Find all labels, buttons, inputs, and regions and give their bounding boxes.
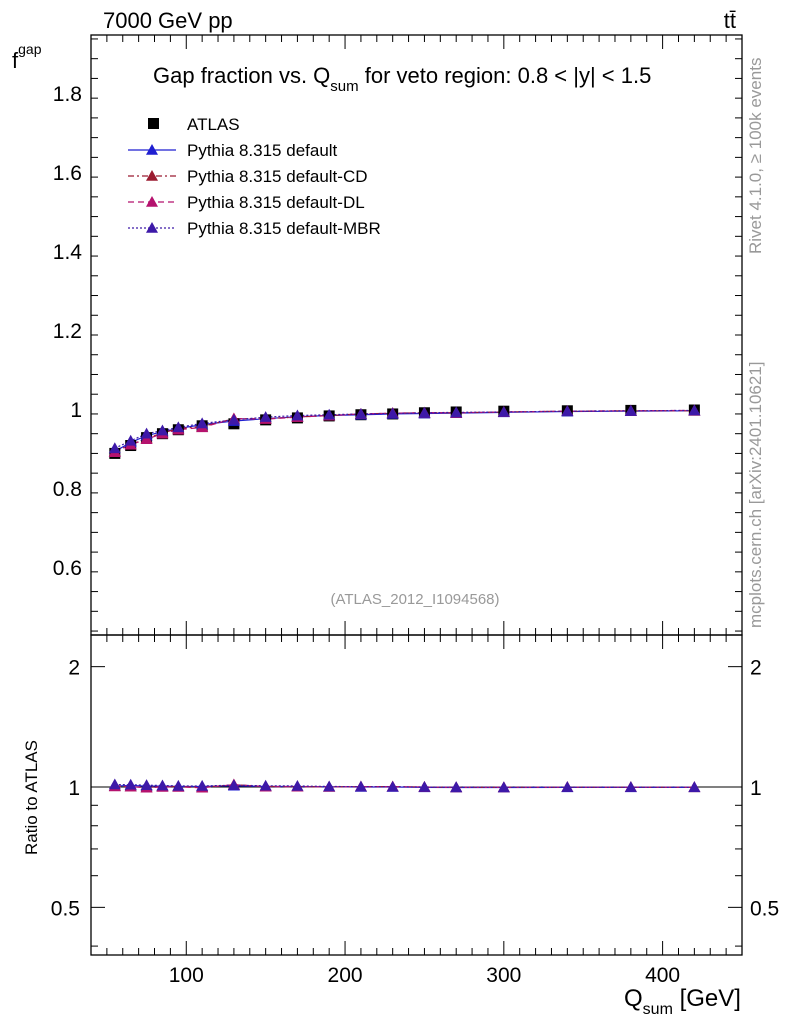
y-tick-label: 1 [70,399,82,422]
legend-marker [146,196,158,207]
legend: ATLAS Pythia 8.315 default Pythia 8.315 de… [128,115,381,238]
y-tick-label: 0.6 [53,557,82,580]
main-series-group [109,404,701,459]
process-label: tt̄ [724,8,736,33]
y-axis-label: fgap [12,41,42,73]
ratio-tick-label-left: 0.5 [51,897,80,920]
legend-data-label: ATLAS [187,115,240,134]
ratio-tick-label-right: 1 [750,777,762,800]
analysis-label: (ATLAS_2012_I1094568) [330,591,499,608]
x-tick-label: 100 [169,964,204,987]
ratio-tick-label-right: 2 [750,657,762,680]
ratio-series-marker [141,779,153,790]
ratio-series-group [109,778,701,792]
legend-data-marker [148,118,159,129]
series-marker [109,442,121,453]
legend-label: Pythia 8.315 default [187,141,338,160]
x-tick-label: 300 [486,964,521,987]
ratio-series-marker [196,780,208,791]
ratio-series-marker [260,780,272,791]
plot-title: Gap fraction vs. Qsum for veto region: 0… [153,63,651,95]
ratio-y-axis-label: Ratio to ATLAS [22,740,41,855]
ratio-series-marker [125,779,137,790]
y-tick-label: 0.8 [53,478,82,501]
ratio-tick-label-right: 0.5 [750,897,779,920]
y-tick-label: 1.6 [53,162,82,185]
y-tick-label: 1.4 [53,241,83,264]
rivet-label: Rivet 4.1.0, ≥ 100k events [746,58,765,254]
y-tick-label: 1.8 [53,83,82,106]
ratio-series-marker [156,780,168,791]
ratio-series-marker [323,780,335,791]
figure: 7000 GeV pp tt̄ Rivet 4.1.0, ≥ 100k even… [0,0,786,1024]
legend-label: Pythia 8.315 default-DL [187,193,365,212]
ratio-series-marker [172,780,184,791]
legend-label: Pythia 8.315 default-MBR [187,219,381,238]
main-y-tick-labels: 0.6 0.8 1 1.2 1.4 1.6 1.8 [53,83,83,580]
energy-label: 7000 GeV pp [103,8,233,33]
y-tick-label: 1.2 [53,320,82,343]
x-tick-label: 200 [328,964,363,987]
ratio-series-marker [291,780,303,791]
ratio-tick-label-left: 1 [68,777,80,800]
ratio-tick-label-left: 2 [68,657,80,680]
x-tick-label: 400 [645,964,680,987]
legend-label: Pythia 8.315 default-CD [187,167,368,186]
x-axis-label: Qsum [GeV] [624,985,741,1018]
x-tick-labels: 100 200 300 400 [169,964,680,987]
mcplots-label: mcplots.cern.ch [arXiv:2401.10621] [746,362,765,628]
ratio-plot-frame [91,635,742,955]
ratio-series-marker [109,778,121,789]
